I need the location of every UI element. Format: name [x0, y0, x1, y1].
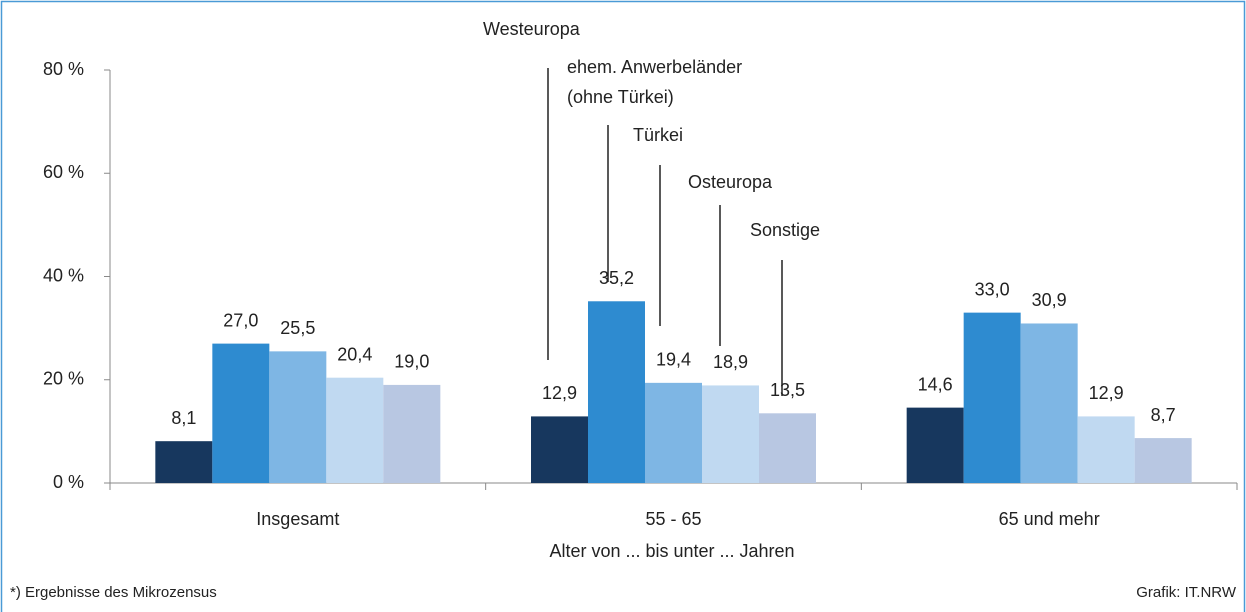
legend-label: ehem. Anwerbeländer (ohne Türkei) — [567, 57, 743, 107]
value-label: 25,5 — [280, 318, 315, 338]
y-tick-label: 0 % — [53, 472, 84, 492]
bar — [269, 351, 327, 483]
legend-label: Türkei — [633, 125, 684, 145]
bar — [1077, 416, 1135, 483]
value-label: 27,0 — [223, 310, 258, 330]
legend-label: Sonstige — [750, 220, 821, 240]
y-tick-label: 60 % — [43, 162, 84, 182]
bar — [383, 384, 441, 483]
footnote: *) Ergebnisse des Mikrozensus — [10, 584, 217, 601]
bar — [906, 407, 964, 483]
x-tick-label: 65 und mehr — [999, 509, 1100, 529]
bar — [1020, 323, 1078, 483]
value-label: 8,7 — [1151, 405, 1176, 425]
y-tick-label: 40 % — [43, 265, 84, 285]
value-label: 12,9 — [1089, 383, 1124, 403]
bar — [531, 416, 588, 483]
value-label: 20,4 — [337, 344, 372, 364]
bar — [759, 413, 816, 483]
bar — [588, 301, 645, 483]
y-tick-label: 80 % — [43, 59, 84, 79]
value-label: 8,1 — [171, 408, 196, 428]
bar — [645, 382, 702, 483]
bar — [1134, 438, 1192, 483]
value-label: 13,5 — [770, 380, 805, 400]
bar — [155, 441, 213, 483]
value-label: 19,4 — [656, 350, 691, 370]
value-label: 12,9 — [542, 383, 577, 403]
x-axis-label: Alter von ... bis unter ... Jahren — [549, 541, 794, 561]
bar — [326, 377, 384, 483]
source: Grafik: IT.NRW — [1136, 584, 1237, 601]
value-label: 35,2 — [599, 268, 634, 288]
x-tick-label: Insgesamt — [256, 509, 339, 529]
value-label: 30,9 — [1032, 290, 1067, 310]
y-tick-label: 20 % — [43, 369, 84, 389]
bar — [963, 312, 1021, 483]
bar — [702, 385, 759, 483]
bar — [212, 343, 270, 483]
legend-label: Osteuropa — [688, 172, 773, 192]
value-label: 19,0 — [394, 352, 429, 372]
value-label: 18,9 — [713, 352, 748, 372]
legend-label: Westeuropa — [483, 19, 580, 39]
x-tick-label: 55 - 65 — [645, 509, 701, 529]
value-label: 33,0 — [975, 279, 1010, 299]
value-label: 14,6 — [918, 374, 953, 394]
